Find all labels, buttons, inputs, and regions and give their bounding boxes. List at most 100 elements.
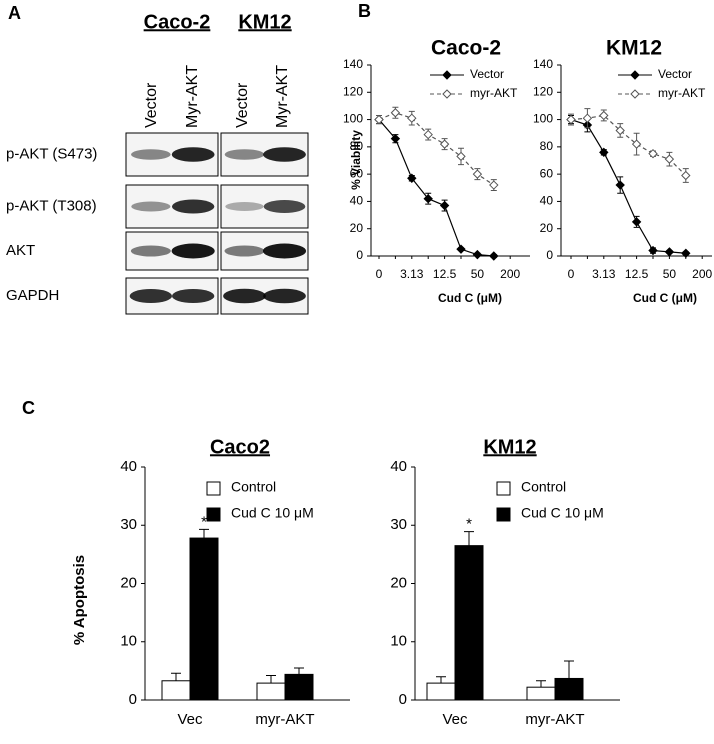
y-tick-label: 100 bbox=[533, 112, 553, 126]
y-tick-label: 40 bbox=[540, 194, 554, 208]
series-line bbox=[570, 119, 686, 254]
blot-band bbox=[171, 199, 215, 214]
x-tick-label: Vec bbox=[177, 711, 203, 728]
y-tick-label: 10 bbox=[120, 633, 137, 650]
chart-title: KM12 bbox=[606, 37, 662, 60]
lane-label: Myr-AKT bbox=[184, 65, 201, 128]
y-tick-label: 120 bbox=[343, 84, 363, 98]
marker bbox=[456, 151, 466, 162]
error-bar bbox=[171, 672, 181, 681]
y-tick-label: 0 bbox=[356, 248, 363, 262]
marker bbox=[631, 217, 642, 227]
marker bbox=[489, 251, 499, 261]
y-tick-label: 120 bbox=[533, 84, 553, 98]
marker bbox=[456, 244, 466, 254]
legend-label: Control bbox=[231, 479, 276, 495]
y-tick-label: 30 bbox=[120, 516, 137, 533]
blot-group: KM12 bbox=[238, 11, 291, 33]
series-line bbox=[570, 114, 687, 176]
error-bar bbox=[564, 660, 574, 679]
bar bbox=[284, 673, 314, 701]
marker bbox=[472, 169, 483, 179]
marker bbox=[664, 247, 675, 257]
marker bbox=[631, 139, 642, 149]
marker bbox=[439, 139, 450, 149]
blot-band bbox=[130, 245, 171, 257]
marker bbox=[439, 200, 450, 211]
y-axis-label: % Apoptosis bbox=[71, 555, 88, 645]
x-tick-label: myr-AKT bbox=[255, 711, 314, 728]
blot-band bbox=[263, 200, 306, 213]
x-axis-label: Cud C (μM) bbox=[438, 291, 502, 305]
marker bbox=[648, 148, 658, 159]
y-tick-label: 20 bbox=[540, 221, 554, 235]
x-tick-label: 12.5 bbox=[625, 267, 649, 281]
marker bbox=[390, 133, 401, 144]
legend-marker bbox=[442, 70, 452, 80]
marker bbox=[681, 170, 691, 181]
error-bar bbox=[266, 675, 276, 684]
marker bbox=[407, 113, 417, 123]
y-tick-label: 60 bbox=[350, 166, 364, 180]
legend-label: myr-AKT bbox=[470, 86, 518, 100]
marker bbox=[423, 129, 433, 140]
y-tick-label: 100 bbox=[343, 112, 363, 126]
marker bbox=[599, 147, 609, 158]
marker bbox=[489, 180, 499, 190]
error-bar bbox=[464, 531, 474, 546]
y-tick-label: 10 bbox=[390, 633, 407, 650]
bar bbox=[256, 682, 286, 701]
error-bar bbox=[436, 676, 446, 684]
marker bbox=[407, 173, 417, 183]
bar bbox=[526, 686, 556, 701]
chart-title: Caco-2 bbox=[431, 37, 501, 60]
x-tick-label: 50 bbox=[471, 267, 485, 281]
error-bar bbox=[294, 667, 304, 675]
marker bbox=[423, 193, 433, 204]
chart-title: KM12 bbox=[483, 436, 536, 458]
blot-row-label: p-AKT (S473) bbox=[6, 145, 97, 162]
y-tick-label: 40 bbox=[390, 458, 407, 475]
x-tick-label: 3.13 bbox=[592, 267, 616, 281]
legend-label: myr-AKT bbox=[658, 86, 706, 100]
marker bbox=[390, 108, 401, 118]
x-tick-label: myr-AKT bbox=[525, 711, 584, 728]
x-axis-label: Cud C (μM) bbox=[633, 291, 697, 305]
y-tick-label: 20 bbox=[390, 574, 407, 591]
y-tick-label: 0 bbox=[546, 248, 553, 262]
x-tick-label: 0 bbox=[568, 267, 575, 281]
legend-swatch bbox=[206, 481, 221, 496]
y-tick-label: 80 bbox=[540, 139, 554, 153]
legend-marker bbox=[630, 89, 640, 99]
bar bbox=[189, 537, 219, 701]
y-tick-label: 0 bbox=[129, 691, 137, 708]
annotation: * bbox=[466, 516, 472, 533]
blot-band bbox=[171, 289, 215, 303]
marker bbox=[582, 113, 593, 123]
blot-band bbox=[223, 288, 266, 304]
marker bbox=[374, 114, 384, 125]
marker bbox=[472, 249, 483, 260]
x-tick-label: 200 bbox=[500, 267, 520, 281]
y-tick-label: 140 bbox=[343, 57, 363, 71]
x-tick-label: 50 bbox=[663, 267, 677, 281]
legend-marker bbox=[630, 70, 640, 80]
y-tick-label: 20 bbox=[350, 221, 364, 235]
legend-label: Vector bbox=[470, 67, 504, 81]
blot-band bbox=[262, 243, 307, 259]
legend-label: Vector bbox=[658, 67, 692, 81]
bar bbox=[161, 680, 191, 701]
marker bbox=[664, 154, 675, 164]
legend-label: Cud C 10 μM bbox=[231, 505, 314, 521]
chart-title: Caco2 bbox=[210, 436, 270, 458]
blot-band bbox=[225, 202, 264, 211]
legend-marker bbox=[442, 89, 452, 99]
error-bar bbox=[199, 528, 209, 539]
blot-band bbox=[224, 149, 265, 160]
y-tick-label: 40 bbox=[350, 194, 364, 208]
x-tick-label: 200 bbox=[692, 267, 712, 281]
legend-swatch bbox=[496, 507, 511, 522]
marker bbox=[615, 180, 625, 190]
panel-label: B bbox=[358, 1, 371, 21]
blot-band bbox=[131, 201, 171, 212]
